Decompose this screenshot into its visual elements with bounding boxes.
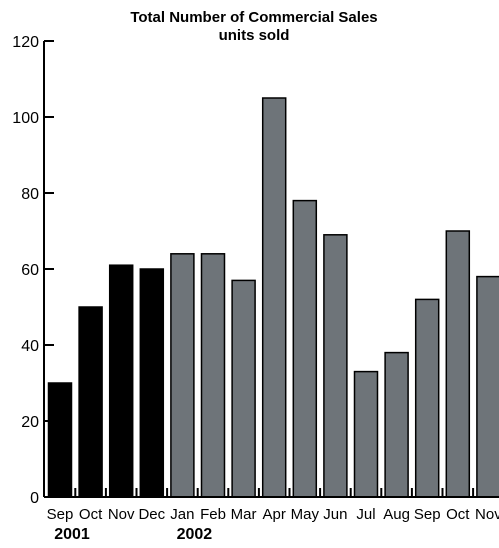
x-tick-label-oct: Oct: [79, 506, 103, 523]
y-tick-label: 20: [21, 414, 39, 431]
x-tick-label-nov: Nov: [475, 506, 499, 523]
bar-oct: [446, 231, 469, 497]
x-tick-label-jan: Jan: [170, 506, 194, 523]
year-label-2001: 2001: [54, 526, 90, 543]
x-tick-label-jul: Jul: [356, 506, 375, 523]
x-tick-label-apr: Apr: [263, 506, 286, 523]
x-tick-label-sep: Sep: [414, 506, 441, 523]
x-tick-label-sep: Sep: [47, 506, 74, 523]
bar-jan: [171, 254, 194, 497]
year-labels: 2001 2002: [54, 526, 212, 543]
bar-jun: [324, 235, 347, 497]
y-axis: 0 20 40 60 80 100 120: [12, 34, 54, 507]
y-tick-label: 60: [21, 262, 39, 279]
chart-title: Total Number of Commercial Sales: [130, 9, 377, 26]
x-tick-label-jun: Jun: [323, 506, 347, 523]
y-tick-label: 0: [30, 490, 39, 507]
bar-nov: [477, 277, 499, 497]
x-tick-label-feb: Feb: [200, 506, 226, 523]
chart-subtitle: units sold: [219, 27, 290, 44]
bar-nov: [110, 265, 133, 497]
bars: [49, 98, 499, 497]
bar-sep: [49, 383, 72, 497]
y-tick-label: 120: [12, 34, 39, 51]
x-tick-label-oct: Oct: [446, 506, 470, 523]
bar-may: [293, 201, 316, 497]
y-tick-label: 40: [21, 338, 39, 355]
bar-jul: [355, 372, 378, 497]
x-tick-label-nov: Nov: [108, 506, 135, 523]
bar-aug: [385, 353, 408, 497]
year-label-2002: 2002: [177, 526, 213, 543]
y-tick-label: 80: [21, 186, 39, 203]
bar-mar: [232, 280, 255, 497]
bar-dec: [140, 269, 163, 497]
y-tick-label: 100: [12, 110, 39, 127]
x-tick-label-dec: Dec: [138, 506, 165, 523]
x-tick-label-aug: Aug: [383, 506, 410, 523]
x-tick-label-may: May: [291, 506, 320, 523]
bar-feb: [202, 254, 225, 497]
bar-oct: [79, 307, 102, 497]
x-tick-label-mar: Mar: [231, 506, 257, 523]
bar-apr: [263, 98, 286, 497]
bar-sep: [416, 299, 439, 497]
